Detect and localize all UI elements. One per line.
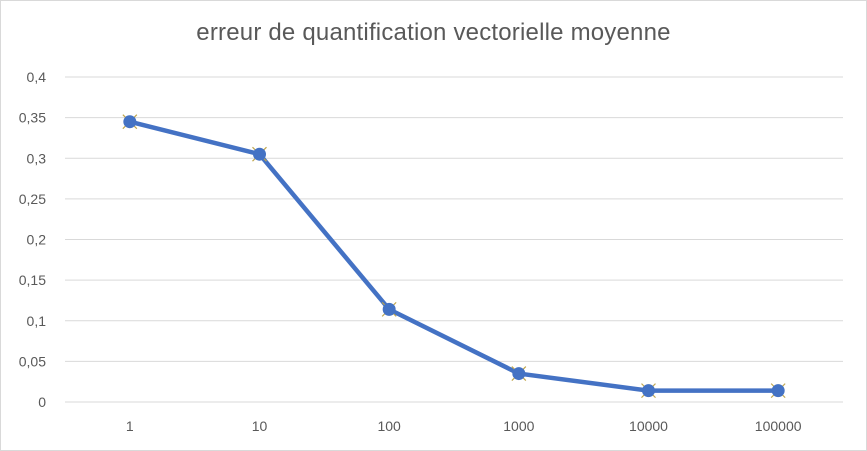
data-point <box>123 115 137 129</box>
x-axis-tick-labels: 1 10 100 1000 10000 100000 <box>126 418 802 434</box>
y-tick-label: 0,1 <box>27 313 47 329</box>
x-tick-label: 100000 <box>755 418 802 434</box>
data-point <box>642 384 655 398</box>
x-tick-label: 100 <box>377 418 401 434</box>
data-point <box>382 302 396 316</box>
series-layer <box>122 114 786 399</box>
y-tick-label: 0,05 <box>19 353 46 369</box>
y-tick-label: 0,4 <box>27 69 47 85</box>
series-line <box>127 119 781 393</box>
data-point <box>253 147 266 161</box>
chart-title: erreur de quantification vectorielle moy… <box>196 19 671 46</box>
data-point <box>512 367 526 381</box>
y-tick-label: 0,3 <box>27 150 47 166</box>
gridlines <box>65 76 843 403</box>
y-axis-tick-labels: 0 0,05 0,1 0,15 0,2 0,25 0,3 0,35 0,4 <box>19 69 46 410</box>
data-point <box>771 384 785 398</box>
y-tick-label: 0,25 <box>19 191 46 207</box>
y-tick-label: 0 <box>38 394 46 410</box>
x-tick-label: 1000 <box>503 418 534 434</box>
x-tick-label: 1 <box>126 418 134 434</box>
y-tick-label: 0,35 <box>19 110 46 126</box>
x-tick-label: 10 <box>252 418 268 434</box>
x-tick-label: 10000 <box>629 418 668 434</box>
y-tick-label: 0,15 <box>19 272 46 288</box>
y-tick-label: 0,2 <box>27 232 47 248</box>
